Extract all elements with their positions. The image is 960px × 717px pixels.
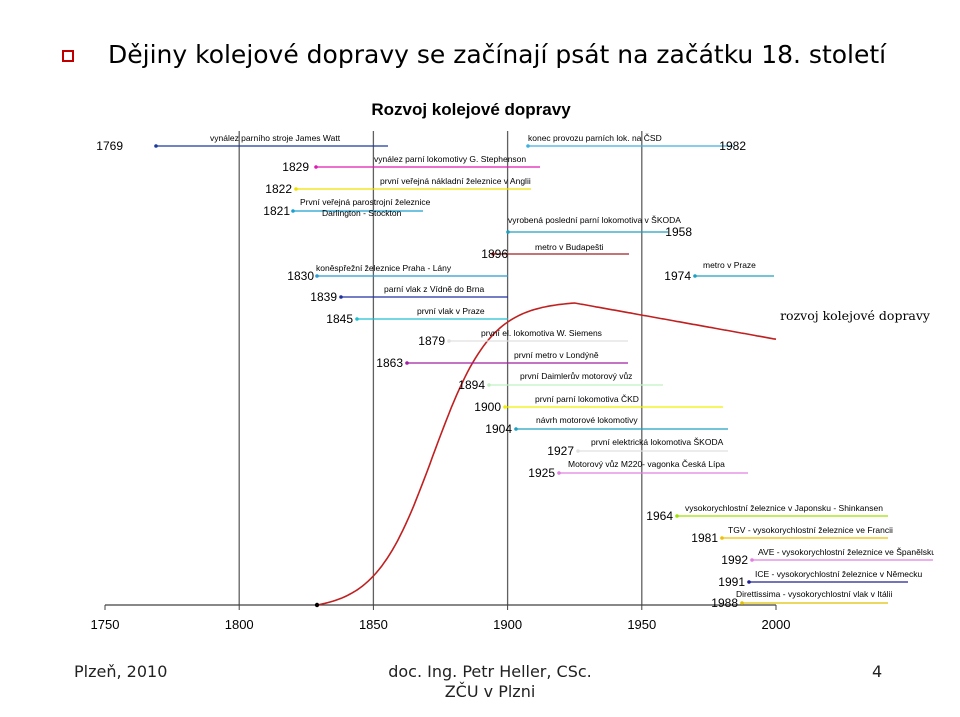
event-year-1839: 1839 (310, 290, 337, 304)
event-text-1974: metro v Praze (703, 260, 756, 270)
page-number: 4 (872, 662, 883, 681)
event-year-1896: 1896 (481, 247, 508, 261)
event-text-1896: metro v Budapešti (535, 242, 604, 252)
footer-author: doc. Ing. Petr Heller, CSc. ZČU v Plzni (360, 662, 620, 702)
event-marker-1896 (491, 252, 495, 256)
timeline-chart: Rozvoj kolejové dopravy 1750 1800 1850 1900 1… (91, 100, 934, 632)
event-marker-1964 (675, 514, 679, 518)
curve-start-dot (314, 602, 320, 608)
event-marker-1992 (750, 558, 754, 562)
event-marker-1829 (314, 165, 318, 169)
chart-title: Rozvoj kolejové dopravy (371, 100, 571, 119)
event-text-1863: první metro v Londýně (514, 350, 599, 360)
event-year-1879: 1879 (418, 334, 445, 348)
event-marker-1879 (447, 339, 451, 343)
railway-timeline-figure: Rozvoj kolejové dopravy 1750 1800 1850 1900 1… (88, 86, 934, 646)
event-year-1982: 1982 (719, 139, 746, 153)
event-year-1992: 1992 (721, 553, 748, 567)
event-marker-1988 (740, 601, 744, 605)
event-text-1879: první el. lokomotiva W. Siemens (481, 328, 602, 338)
event-year-1822: 1822 (265, 182, 292, 196)
x-tick-label-1800: 1800 (225, 617, 254, 632)
x-tick-label-1850: 1850 (359, 617, 388, 632)
event-text-1964: vysokorychlostní železnice v Japonsku - … (685, 503, 883, 513)
event-year-1991: 1991 (718, 575, 745, 589)
event-text-1839: parní vlak z Vídně do Brna (384, 284, 484, 294)
event-year-1981: 1981 (691, 531, 718, 545)
event-marker-1982 (526, 144, 530, 148)
event-marker-1904 (514, 427, 518, 431)
event-text-1981: TGV - vysokorychlostní železnice ve Fran… (728, 525, 893, 535)
event-text-1829: vynález parní lokomotivy G. Stephenson (374, 154, 526, 164)
event-text-1991: ICE - vysokorychlostní železnice v Němec… (755, 569, 922, 579)
event-year-1964: 1964 (646, 509, 673, 523)
event-text-1904: návrh motorové lokomotivy (536, 415, 638, 425)
event-year-1863: 1863 (376, 356, 403, 370)
x-tick-label-1900: 1900 (493, 617, 522, 632)
event-marker-1894 (487, 383, 491, 387)
event-text-1769: vynález parního stroje James Watt (210, 133, 341, 143)
event-year-1925: 1925 (528, 466, 555, 480)
event-marker-1991 (747, 580, 751, 584)
footer-institution: ZČU v Plzni (444, 682, 536, 701)
event-year-1904: 1904 (485, 422, 512, 436)
event-marker-1981 (720, 536, 724, 540)
slide-title: Dějiny kolejové dopravy se začínají psát… (108, 40, 887, 69)
event-text-1927: první elektrická lokomotiva ŠKODA (591, 437, 724, 447)
x-tick-label-1750: 1750 (91, 617, 120, 632)
event-year-1927: 1927 (547, 444, 574, 458)
square-bullet-icon (62, 50, 74, 62)
event-text-1900: první parní lokomotiva ČKD (535, 394, 639, 404)
event-text-1958: vyrobená poslední parní lokomotiva v ŠKO… (508, 215, 681, 225)
event-marker-1845 (355, 317, 359, 321)
event-text-1821: První veřejná parostrojní železnice (300, 197, 431, 207)
event-year-1769: 1769 (96, 139, 123, 153)
development-curve (316, 302, 777, 606)
event-text-1925: Motorový vůz M220- vagonka Česká Lípa (568, 459, 725, 469)
event-year-1958: 1958 (665, 225, 692, 239)
event-marker-1974 (693, 274, 697, 278)
event-year-1830: 1830 (287, 269, 314, 283)
event-marker-1900 (503, 405, 507, 409)
event-text-1992: AVE - vysokorychlostní železnice ve Špan… (758, 547, 934, 557)
event-year-1845: 1845 (326, 312, 353, 326)
event-text-1830: koněspřežní železnice Praha - Lány (316, 263, 452, 273)
event-text-1821-line2: Darlington - Stockton (322, 208, 402, 218)
event-marker-1958 (506, 230, 510, 234)
event-text-1822: první veřejná nákladní železnice v Angli… (380, 176, 531, 186)
event-year-1974: 1974 (664, 269, 691, 283)
event-marker-1927 (576, 449, 580, 453)
event-year-1900: 1900 (474, 400, 501, 414)
footer-place-date: Plzeň, 2010 (74, 662, 168, 681)
event-text-1982: konec provozu parních lok. na ČSD (528, 133, 662, 143)
event-marker-1822 (294, 187, 298, 191)
event-year-1988: 1988 (711, 596, 738, 610)
x-tick-label-1950: 1950 (627, 617, 656, 632)
event-text-1988: Direttissima - vysokorychlostní vlak v I… (736, 589, 892, 599)
curve-label: rozvoj kolejové dopravy (780, 308, 931, 323)
event-year-1829: 1829 (282, 160, 309, 174)
footer-author-name: doc. Ing. Petr Heller, CSc. (388, 662, 592, 681)
event-year-1894: 1894 (458, 378, 485, 392)
event-marker-1769 (154, 144, 158, 148)
event-marker-1821 (291, 209, 295, 213)
event-text-1894: první Daimlerův motorový vůz (520, 371, 632, 381)
event-marker-1925 (557, 471, 561, 475)
x-tick-label-2000: 2000 (762, 617, 791, 632)
event-text-1845: první vlak v Praze (417, 306, 485, 316)
event-marker-1839 (339, 295, 343, 299)
event-marker-1863 (405, 361, 409, 365)
event-marker-1830 (315, 274, 319, 278)
event-year-1821: 1821 (263, 204, 290, 218)
